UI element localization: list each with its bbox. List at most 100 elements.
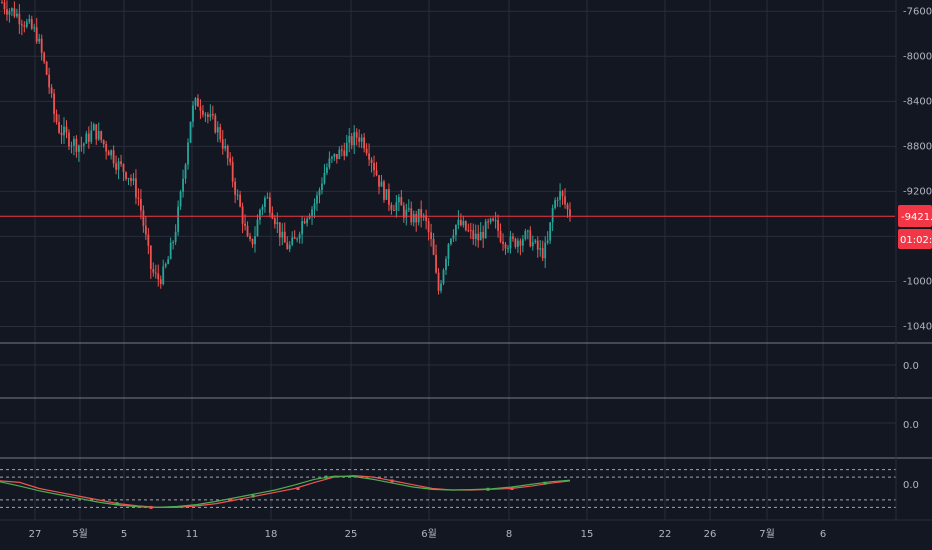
candle-body bbox=[6, 9, 8, 15]
candle-body bbox=[125, 172, 127, 179]
candle-body bbox=[343, 150, 346, 156]
candle-body bbox=[216, 127, 219, 133]
candle-body bbox=[281, 231, 284, 238]
time-tick-label: 7월 bbox=[759, 528, 775, 540]
candle-body bbox=[246, 225, 249, 237]
candle-body bbox=[107, 151, 110, 156]
candle-body bbox=[430, 232, 433, 240]
candle-body bbox=[497, 220, 499, 231]
candle-body bbox=[229, 158, 232, 163]
candle-body bbox=[455, 225, 457, 236]
candle-body bbox=[459, 219, 462, 226]
candle-body bbox=[187, 142, 189, 165]
time-tick-label: 6 bbox=[820, 529, 826, 540]
oscillator-cross-marker bbox=[149, 505, 153, 509]
oscillator-cross-marker bbox=[251, 494, 255, 498]
candle-body bbox=[261, 206, 264, 210]
candle-body bbox=[340, 149, 343, 151]
time-tick-label: 15 bbox=[581, 529, 594, 540]
candle-body bbox=[479, 231, 482, 241]
oscillator-cross-marker bbox=[390, 479, 394, 483]
price-axis[interactable]: -7600.0 -8000.0 -8400.0 -8800.0 -9200.0 -1000… bbox=[895, 0, 932, 520]
candle-body bbox=[162, 266, 165, 285]
candle-body bbox=[462, 221, 465, 226]
candle-body bbox=[512, 236, 514, 239]
candle-body bbox=[38, 38, 41, 42]
candle-body bbox=[149, 245, 152, 270]
price-tick-label: -8000.0 bbox=[903, 51, 932, 62]
time-tick-label: 22 bbox=[659, 529, 672, 540]
candle-body bbox=[13, 8, 16, 17]
candle-body bbox=[534, 240, 537, 243]
time-tick-label: 18 bbox=[265, 529, 278, 540]
candle-body bbox=[355, 132, 358, 138]
candle-body bbox=[539, 248, 542, 250]
candle-body bbox=[296, 238, 299, 240]
candle-body bbox=[517, 240, 519, 247]
time-tick-label: 26 bbox=[704, 529, 717, 540]
price-tick-label: -8400.0 bbox=[903, 96, 932, 107]
candle-body bbox=[182, 178, 184, 192]
candle-body bbox=[82, 143, 85, 146]
candle-body bbox=[373, 162, 375, 171]
price-candles[interactable] bbox=[1, 0, 571, 295]
candle-body bbox=[457, 219, 460, 226]
candle-body bbox=[139, 198, 142, 211]
candle-body bbox=[492, 218, 495, 221]
candle-body bbox=[350, 136, 353, 146]
candle-body bbox=[524, 231, 527, 240]
candle-body bbox=[519, 240, 522, 246]
candle-body bbox=[174, 231, 177, 243]
candle-body bbox=[268, 197, 271, 213]
candle-body bbox=[164, 264, 167, 267]
oscillator-cross-marker bbox=[229, 498, 233, 502]
candle-body bbox=[410, 208, 413, 223]
candle-body bbox=[15, 13, 18, 17]
candle-body bbox=[407, 208, 410, 210]
candle-body bbox=[392, 209, 395, 211]
candle-body bbox=[226, 145, 229, 159]
candle-body bbox=[154, 272, 157, 274]
candle-body bbox=[244, 223, 246, 226]
candle-body bbox=[442, 269, 445, 284]
candle-body bbox=[313, 203, 316, 210]
candle-body bbox=[507, 248, 509, 250]
candle-body bbox=[219, 127, 222, 140]
candle-body bbox=[236, 194, 239, 196]
candle-body bbox=[321, 183, 323, 191]
candle-body bbox=[417, 208, 420, 223]
candle-body bbox=[256, 219, 259, 237]
candle-body bbox=[335, 153, 338, 159]
candle-body bbox=[544, 242, 547, 259]
pane-2-value-label: 0.0 bbox=[903, 420, 919, 431]
time-tick-label: 11 bbox=[186, 529, 199, 540]
candle-body bbox=[420, 208, 423, 218]
candle-body bbox=[504, 244, 507, 249]
candle-body bbox=[412, 214, 415, 223]
candle-body bbox=[87, 133, 90, 142]
candle-body bbox=[102, 140, 105, 145]
candle-body bbox=[194, 98, 197, 106]
candle-body bbox=[482, 231, 485, 239]
candle-body bbox=[147, 234, 150, 246]
time-axis[interactable]: 27 5월 5 11 18 25 6월 8 15 22 26 7월 6 bbox=[0, 519, 932, 540]
candle-body bbox=[50, 87, 53, 94]
candle-body bbox=[469, 230, 472, 232]
candle-body bbox=[390, 204, 393, 210]
candle-body bbox=[254, 236, 256, 245]
candle-body bbox=[566, 204, 569, 210]
oscillator-cross-marker bbox=[543, 481, 547, 485]
candle-body bbox=[211, 113, 214, 116]
candle-body bbox=[192, 105, 194, 122]
candle-body bbox=[333, 153, 336, 157]
candle-body bbox=[549, 222, 552, 241]
candle-body bbox=[97, 131, 100, 140]
candle-body bbox=[561, 191, 564, 197]
candle-body bbox=[206, 114, 209, 118]
candle-body bbox=[489, 218, 492, 223]
pane-3-value-label: 0.0 bbox=[903, 480, 919, 491]
candle-body bbox=[499, 230, 502, 242]
candle-body bbox=[95, 124, 98, 140]
candle-body bbox=[58, 121, 60, 133]
